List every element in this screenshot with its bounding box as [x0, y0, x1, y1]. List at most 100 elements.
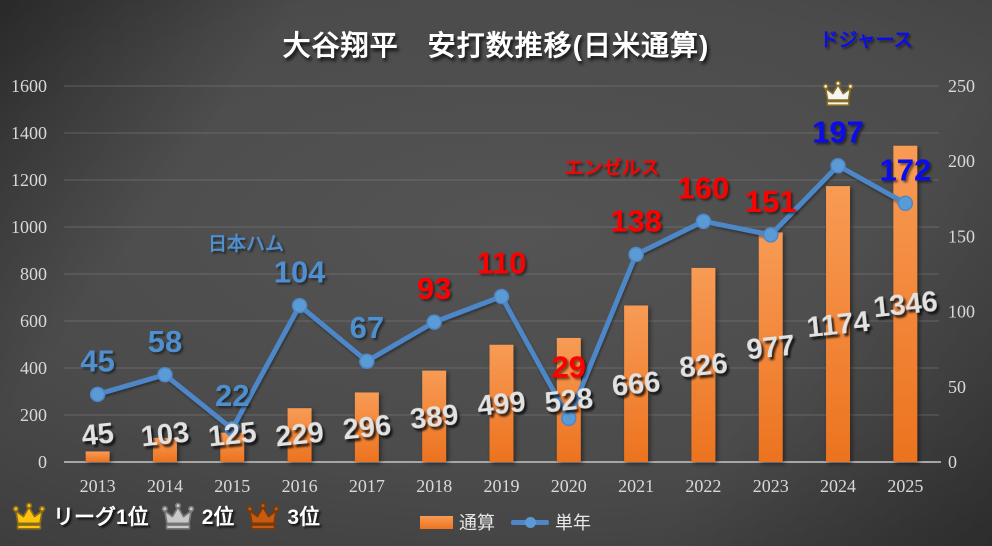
- crown-body: [824, 84, 852, 101]
- left-axis-tick-1000: 1000: [11, 217, 47, 237]
- bar-2017: [354, 392, 379, 462]
- line-point-2013: [89, 386, 106, 403]
- crown-orb-center: [25, 501, 33, 509]
- year-label-2019: 2019: [484, 476, 520, 496]
- line-label-2021: 138: [610, 203, 662, 238]
- team-annotation-1: 日本ハム: [208, 232, 284, 255]
- team-annotation-2: エンゼルス: [564, 156, 659, 179]
- line-point-2021: [628, 246, 644, 263]
- crown-orb-right: [39, 505, 46, 512]
- line-label-2025: 172: [879, 152, 931, 187]
- chart-title: 大谷翔平 安打数推移(日米通算): [282, 30, 710, 61]
- crown-orb-left: [247, 505, 254, 512]
- bar-2013: [85, 451, 110, 462]
- left-axis-tick-800: 800: [20, 264, 47, 284]
- bar-2015: [220, 432, 245, 462]
- line-label-2015: 22: [215, 378, 249, 413]
- team-annotation-3: ドジャース: [819, 30, 912, 51]
- ranking-legend-item-2: 2位: [161, 501, 234, 531]
- chart-legend: 通算 単年: [420, 509, 591, 535]
- crown-body: [14, 505, 44, 524]
- crown-orb-center: [174, 501, 181, 509]
- bar-label-2018: 389: [409, 399, 460, 436]
- crown-orb-left: [12, 505, 19, 512]
- bar-label-2016: 229: [274, 417, 325, 454]
- line-label-2019: 110: [476, 246, 526, 281]
- bar-label-2014: 103: [139, 417, 190, 454]
- bar-label-2022: 826: [678, 347, 729, 384]
- left-axis-tick-0: 0: [38, 452, 47, 472]
- bar-2018: [422, 370, 447, 462]
- bar-2024: [826, 186, 851, 463]
- year-label-2013: 2013: [80, 476, 116, 496]
- bar-label-2024: 1174: [805, 306, 871, 344]
- gold-crown-shape: [12, 501, 46, 530]
- ranking-legend: リーグ1位 2位 3位: [12, 501, 320, 531]
- ranking-legend-label-1: リーグ1位: [53, 506, 149, 529]
- line-label-2020: 29: [552, 349, 586, 384]
- line-point-2016: [291, 297, 308, 314]
- line-point-2020: [561, 410, 577, 427]
- bar-label-2025: 1346: [872, 286, 940, 325]
- crown-orb-right: [847, 83, 854, 90]
- year-label-2014: 2014: [147, 476, 183, 496]
- year-label-2023: 2023: [753, 476, 789, 496]
- line-label-2014: 58: [148, 324, 182, 359]
- league-first-crown-icon: [822, 80, 854, 107]
- gold-crown-icon: [12, 501, 46, 530]
- right-axis-tick-250: 250: [948, 76, 975, 96]
- line-label-2024: 197: [812, 115, 864, 150]
- line-label-2023: 151: [745, 184, 797, 219]
- crown-orb-right: [187, 505, 195, 512]
- line-point-2025: [897, 195, 914, 212]
- right-axis-tick-100: 100: [948, 302, 975, 322]
- line-point-2024: [830, 157, 846, 174]
- left-axis-tick-1200: 1200: [11, 170, 47, 190]
- line-point-2022: [695, 213, 712, 230]
- bar-label-2013: 45: [80, 417, 115, 452]
- bar-label-2019: 499: [476, 386, 527, 423]
- bar-label-2023: 977: [745, 330, 796, 367]
- crown-body: [163, 505, 192, 524]
- crown-orb-right: [273, 505, 280, 512]
- crown-orb-center: [260, 501, 267, 509]
- left-axis-tick-1600: 1600: [11, 76, 47, 96]
- bar-2019: [489, 344, 514, 462]
- crown-band: [16, 523, 42, 530]
- crown-band: [826, 100, 850, 107]
- legend-item-cumulative: 通算: [420, 509, 495, 535]
- left-axis-tick-1400: 1400: [11, 123, 47, 143]
- line-label-2017: 67: [350, 310, 384, 345]
- bar-series-swatch-icon: [420, 515, 453, 529]
- year-label-2018: 2018: [416, 476, 452, 496]
- crown-band: [251, 523, 276, 530]
- bar-2023: [758, 232, 783, 462]
- silver-crown-icon: [161, 501, 195, 530]
- crown-band: [165, 523, 191, 530]
- year-label-2024: 2024: [820, 476, 856, 496]
- line-series-swatch-icon: [511, 516, 549, 528]
- line-point-2014: [157, 367, 173, 383]
- crown-body: [249, 505, 278, 524]
- crown-orb-left: [161, 505, 168, 512]
- line-point-2019: [493, 288, 510, 305]
- bar-2022: [691, 267, 716, 462]
- legend-bar-label: 通算: [459, 513, 495, 533]
- year-label-2025: 2025: [887, 476, 923, 496]
- year-label-2022: 2022: [685, 476, 721, 496]
- bar-label-2020: 528: [543, 383, 594, 420]
- crown-orb-left: [822, 83, 829, 90]
- right-axis-tick-200: 200: [948, 151, 975, 171]
- bar-label-2017: 296: [341, 410, 392, 447]
- line-label-2013: 45: [80, 343, 114, 378]
- ranking-legend-item-3: 3位: [246, 501, 320, 531]
- silver-crown-shape: [161, 501, 195, 530]
- right-axis-tick-50: 50: [948, 377, 966, 397]
- left-axis-tick-600: 600: [20, 311, 47, 331]
- crown-orb-center: [835, 80, 841, 87]
- ranking-legend-item-1: リーグ1位: [12, 501, 149, 531]
- bar-label-2021: 666: [610, 366, 661, 403]
- line-point-2023: [762, 227, 779, 243]
